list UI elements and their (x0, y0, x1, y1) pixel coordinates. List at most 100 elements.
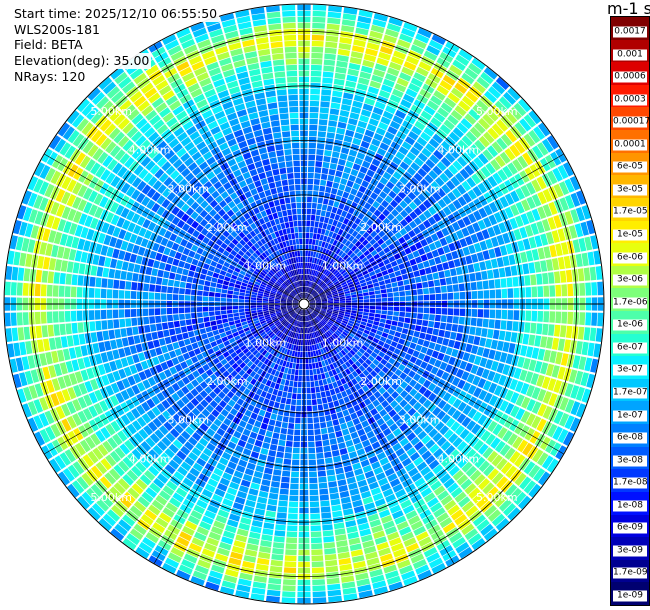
ray-gate-cell (481, 368, 490, 379)
ray-gate-cell (331, 334, 337, 340)
ray-gate-cell (318, 314, 324, 319)
ray-gate-cell (289, 380, 294, 387)
ray-gate-cell (310, 313, 315, 319)
ray-gate-cell (294, 423, 301, 430)
ray-gate-cell (436, 336, 444, 345)
ray-gate-cell (418, 61, 432, 72)
ray-gate-cell (210, 320, 217, 326)
ray-gate-cell (469, 126, 482, 139)
ray-gate-cell (431, 249, 439, 258)
ray-gate-cell (335, 338, 341, 345)
ray-gate-cell (541, 138, 554, 153)
ray-gate-cell (317, 288, 323, 293)
ray-gate-cell (286, 374, 291, 381)
ray-gate-cell (436, 161, 447, 172)
ray-gate-cell (420, 420, 430, 430)
ray-gate-cell (373, 391, 382, 399)
ray-gate-cell (399, 423, 409, 432)
ray-gate-cell (260, 422, 268, 430)
ray-gate-cell (227, 317, 234, 322)
ray-gate-cell (457, 401, 467, 412)
ray-gate-cell (121, 261, 129, 271)
ray-gate-cell (291, 368, 296, 375)
ray-gate-cell (584, 236, 593, 251)
ray-gate-cell (394, 404, 403, 413)
ray-gate-cell (156, 323, 163, 331)
ray-gate-cell (342, 191, 350, 199)
ray-gate-cell (379, 265, 387, 272)
ray-gate-cell (466, 224, 475, 235)
ray-gate-cell (370, 328, 377, 334)
ray-gate-cell (124, 290, 131, 299)
ray-gate-cell (326, 224, 332, 231)
ray-gate-cell (547, 423, 558, 438)
ray-gate-cell (350, 291, 357, 296)
ray-gate-cell (430, 335, 438, 343)
ray-gate-cell (481, 229, 490, 240)
ray-gate-cell (398, 285, 405, 292)
ray-gate-cell (325, 390, 331, 397)
ray-gate-cell (300, 339, 303, 346)
ray-gate-cell (426, 348, 434, 357)
ray-gate-cell (353, 335, 360, 341)
ray-gate-cell (305, 286, 308, 293)
ray-gate-cell (385, 238, 393, 246)
ray-gate-cell (469, 469, 482, 482)
ray-gate-cell (416, 319, 423, 326)
ray-gate-cell (332, 292, 338, 296)
ray-gate-cell (346, 420, 354, 428)
ray-gate-cell (316, 316, 321, 321)
ray-gate-cell (343, 135, 353, 143)
ray-gate-cell (316, 458, 325, 465)
ray-gate-cell (339, 298, 346, 301)
ray-gate-cell (567, 283, 574, 297)
ray-gate-cell (306, 280, 309, 287)
ray-gate-cell (461, 95, 475, 108)
ray-gate-cell (337, 337, 343, 343)
ray-gate-cell (392, 428, 402, 437)
ray-gate-cell (409, 177, 419, 187)
ray-gate-cell (392, 316, 399, 321)
ray-gate-cell (543, 349, 551, 362)
ray-gate-cell (92, 343, 100, 354)
ray-gate-cell (354, 217, 362, 225)
ray-gate-cell (138, 274, 145, 283)
ray-gate-cell (423, 199, 432, 209)
ray-gate-cell (330, 225, 336, 232)
ray-gate-cell (316, 279, 321, 285)
ray-gate-cell (526, 196, 536, 209)
ray-gate-cell (381, 200, 389, 208)
ray-gate-cell (348, 193, 355, 201)
ray-gate-cell (321, 296, 327, 299)
ray-gate-cell (228, 282, 235, 287)
ray-gate-cell (509, 378, 519, 391)
ray-gate-cell (370, 408, 378, 416)
ray-gate-cell (131, 282, 138, 291)
ray-gate-cell (313, 310, 319, 315)
ray-gate-cell (256, 307, 263, 310)
ray-gate-cell (321, 319, 327, 325)
ray-gate-cell (262, 528, 274, 536)
ray-gate-cell (537, 452, 549, 466)
ray-gate-cell (306, 214, 311, 221)
ray-gate-cell (435, 307, 442, 315)
ray-gate-cell (494, 494, 508, 508)
ray-gate-cell (373, 209, 382, 217)
ray-gate-cell (372, 200, 380, 209)
ray-gate-cell (327, 298, 334, 301)
ray-gate-cell (476, 366, 485, 377)
ray-gate-cell (330, 498, 341, 506)
ray-gate-cell (425, 158, 436, 169)
ray-gate-cell (337, 121, 347, 129)
ray-gate-cell (461, 334, 469, 343)
ray-gate-cell (311, 537, 322, 544)
ray-gate-cell (333, 295, 339, 299)
ray-gate-cell (362, 289, 369, 293)
ray-gate-cell (479, 240, 488, 251)
ray-gate-cell (307, 184, 313, 191)
ray-gate-cell (312, 405, 318, 411)
ray-gate-cell (393, 348, 401, 355)
ray-gate-cell (439, 254, 448, 263)
ray-gate-cell (161, 315, 168, 323)
ray-gate-cell (332, 239, 338, 246)
